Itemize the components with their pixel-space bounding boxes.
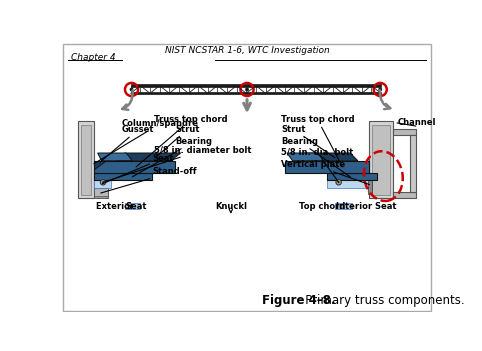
Bar (370, 121, 392, 198)
Circle shape (130, 87, 134, 91)
Text: Vertical plate: Vertical plate (281, 160, 370, 185)
Text: 5/8 in. diameter bolt: 5/8 in. diameter bolt (103, 145, 251, 182)
Text: Top chord: Top chord (299, 201, 345, 211)
Polygon shape (94, 161, 106, 169)
Circle shape (378, 87, 382, 91)
Polygon shape (304, 153, 358, 161)
Polygon shape (117, 153, 181, 161)
Text: NIST NCSTAR 1-6, WTC Investigation: NIST NCSTAR 1-6, WTC Investigation (165, 46, 329, 55)
Bar (392, 192, 415, 198)
Bar (410, 135, 415, 192)
Text: Column/spandre: Column/spandre (94, 119, 199, 164)
Text: Bearing: Bearing (132, 137, 213, 177)
Circle shape (245, 87, 249, 91)
Bar (372, 125, 390, 194)
Circle shape (102, 181, 104, 184)
Bar (94, 161, 174, 173)
Text: Exterior: Exterior (96, 201, 137, 211)
Text: Stand-off: Stand-off (101, 167, 197, 193)
Circle shape (100, 180, 106, 185)
Text: Seat: Seat (102, 154, 174, 184)
Bar (327, 180, 370, 188)
Bar (94, 173, 151, 180)
Polygon shape (287, 153, 323, 161)
Text: Strut: Strut (281, 125, 335, 158)
Text: Truss top chord: Truss top chord (136, 115, 228, 167)
Circle shape (336, 180, 341, 185)
Text: Figure 4–8.: Figure 4–8. (262, 294, 335, 307)
Text: 5/8 in. dia. bolt: 5/8 in. dia. bolt (281, 148, 353, 182)
Text: Gusset: Gusset (100, 125, 154, 162)
Bar (79, 121, 94, 198)
Bar (131, 92, 381, 94)
Text: Knuckl: Knuckl (215, 201, 247, 211)
Circle shape (337, 181, 340, 184)
Text: Channel: Channel (398, 119, 436, 127)
Text: Strut: Strut (155, 125, 200, 158)
Text: Interior Seat: Interior Seat (335, 201, 396, 211)
Polygon shape (98, 153, 132, 161)
Bar (94, 180, 111, 188)
FancyBboxPatch shape (335, 203, 352, 209)
Bar (80, 125, 92, 194)
Text: Chapter 4: Chapter 4 (71, 53, 115, 62)
Text: Primary truss components.: Primary truss components. (294, 294, 465, 307)
Text: Truss top chord: Truss top chord (281, 115, 355, 167)
Bar (285, 161, 370, 173)
Bar (368, 174, 372, 194)
Bar (392, 129, 415, 135)
Bar (94, 196, 107, 198)
Bar (327, 173, 377, 180)
Bar (131, 85, 381, 87)
Bar (94, 188, 107, 198)
FancyBboxPatch shape (124, 203, 140, 209)
Text: Bearing: Bearing (281, 137, 350, 177)
Text: Seat: Seat (125, 201, 147, 211)
